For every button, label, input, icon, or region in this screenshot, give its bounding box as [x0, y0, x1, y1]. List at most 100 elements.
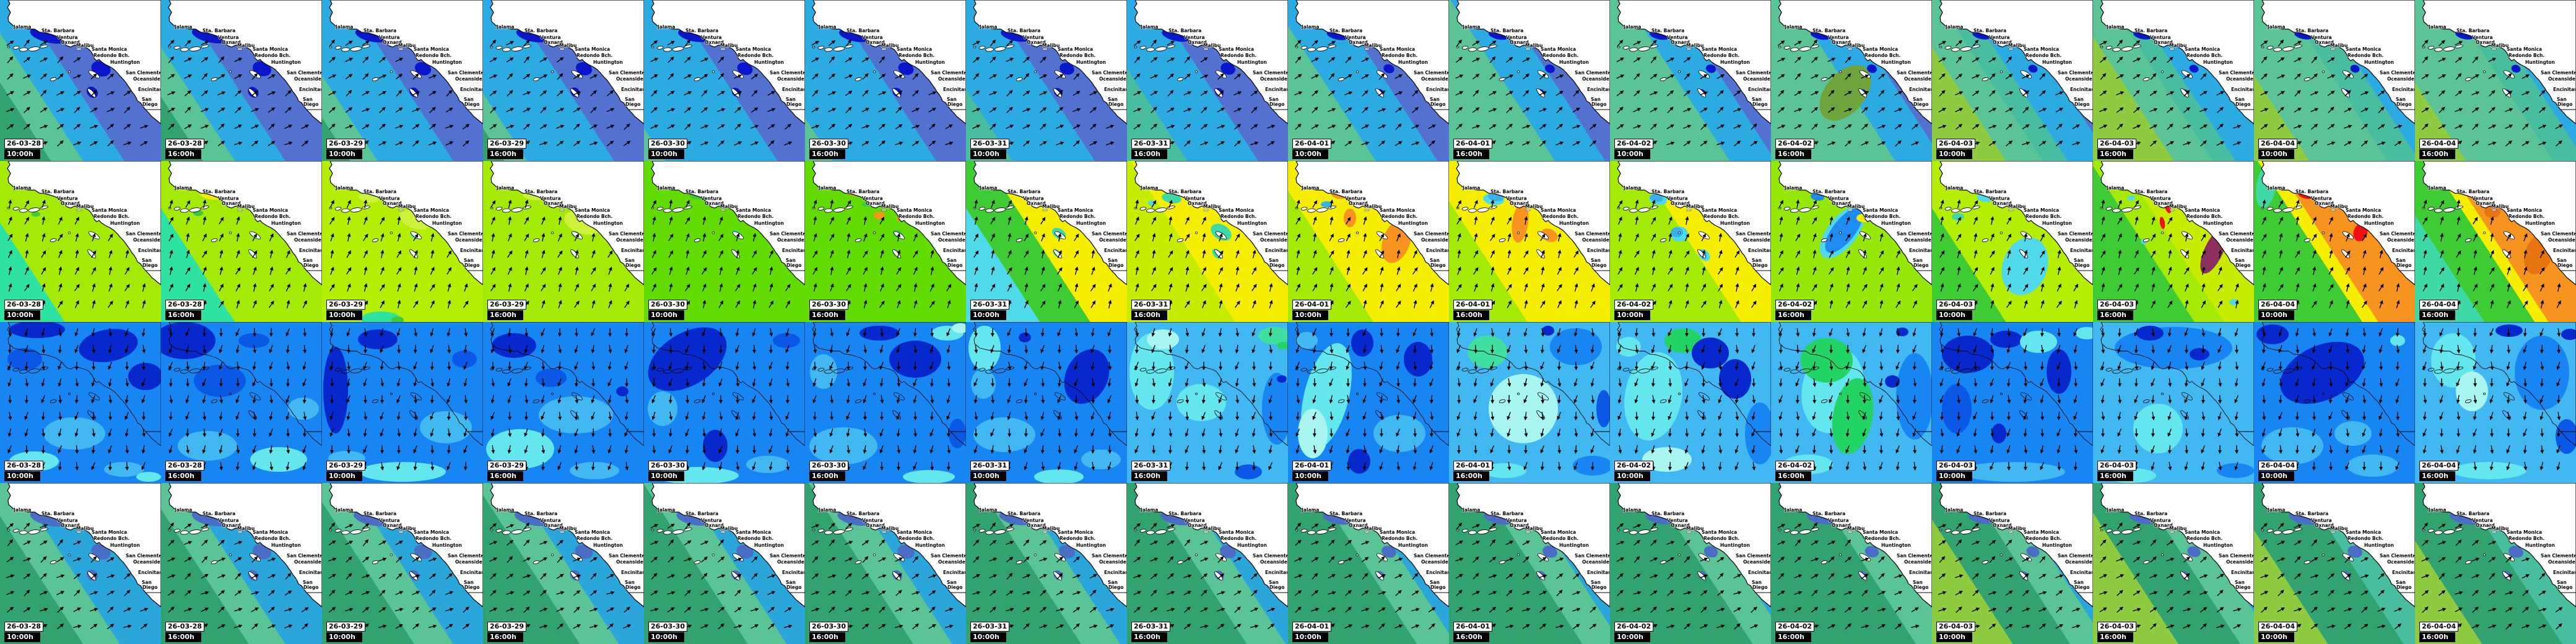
forecast-map-tile-row4-col7[interactable]: Jalama Sta. Barbara Ventura Oxnard Malibu San… — [966, 483, 1127, 644]
forecast-map-tile-row1-col2[interactable]: Jalama Sta. Barbara Ventura Oxnard Malibu San… — [161, 0, 322, 161]
island-outline — [12, 46, 20, 50]
color-patch — [492, 333, 536, 358]
forecast-map-tile-row2-col10[interactable]: Jalama Sta. Barbara Ventura Oxnard Malibu San… — [1449, 161, 1610, 322]
forecast-map-tile-row2-col12[interactable]: Jalama Sta. Barbara Ventura Oxnard Malibu San… — [1771, 161, 1932, 322]
direction-arrow-icon — [1006, 590, 1014, 596]
direction-arrow-icon — [2056, 411, 2061, 420]
direction-arrow-icon — [2201, 250, 2206, 258]
place-label: Oceanside — [938, 76, 965, 82]
forecast-map-tile-row2-col9[interactable]: Jalama Sta. Barbara Ventura Oxnard Malibu San… — [1288, 161, 1449, 322]
forecast-map-tile-row3-col3[interactable]: 26-03-29 10:00h — [322, 322, 483, 483]
direction-arrow-icon — [523, 56, 530, 64]
forecast-map-tile-row3-col11[interactable]: 26-04-02 10:00h — [1610, 322, 1771, 483]
direction-arrow-icon — [1972, 39, 1979, 46]
island-outline — [1859, 392, 1871, 401]
direction-arrow-icon — [124, 412, 129, 420]
island-outline — [40, 45, 48, 48]
forecast-map-tile-row3-col12[interactable]: 26-04-02 16:00h — [1771, 322, 1932, 483]
direction-arrow-icon — [184, 58, 193, 63]
forecast-map-tile-row1-col5[interactable]: Jalama Sta. Barbara Ventura Oxnard Malibu San… — [644, 0, 805, 161]
direction-arrow-icon — [1939, 90, 1946, 97]
direction-arrow-icon — [1412, 328, 1417, 337]
forecast-map-tile-row1-col16[interactable]: Jalama Sta. Barbara Ventura Oxnard Malibu San… — [2415, 0, 2576, 161]
forecast-map-tile-row2-col15[interactable]: Jalama Sta. Barbara Ventura Oxnard Malibu San… — [2254, 161, 2415, 322]
forecast-map-tile-row2-col4[interactable]: Jalama Sta. Barbara Ventura Oxnard Malibu San… — [483, 161, 644, 322]
forecast-map-tile-row2-col6[interactable]: Jalama Sta. Barbara Ventura Oxnard Malibu San… — [805, 161, 966, 322]
place-label: Santa Monica — [736, 207, 771, 213]
island-outline — [40, 528, 48, 531]
forecast-map-tile-row3-col15[interactable]: 26-04-04 10:00h — [2254, 322, 2415, 483]
direction-arrow-icon — [363, 411, 368, 420]
direction-arrow-icon — [73, 57, 81, 63]
forecast-map-tile-row3-col2[interactable]: 26-03-28 16:00h — [161, 322, 322, 483]
forecast-map-tile-row1-col12[interactable]: Jalama Sta. Barbara Ventura Oxnard Malibu San… — [1771, 0, 1932, 161]
forecast-map-tile-row4-col2[interactable]: Jalama Sta. Barbara Ventura Oxnard Malibu San… — [161, 483, 322, 644]
direction-arrow-icon — [989, 539, 997, 546]
forecast-map-tile-row1-col11[interactable]: Jalama Sta. Barbara Ventura Oxnard Malibu San… — [1610, 0, 1771, 161]
forecast-map-tile-row3-col10[interactable]: 26-04-01 16:00h — [1449, 322, 1610, 483]
forecast-map-tile-row1-col7[interactable]: Jalama Sta. Barbara Ventura Oxnard Malibu San… — [966, 0, 1127, 161]
forecast-map-tile-row3-col7[interactable]: 26-03-31 10:00h — [966, 322, 1127, 483]
forecast-map-tile-row2-col16[interactable]: Jalama Sta. Barbara Ventura Oxnard Malibu San… — [2415, 161, 2576, 322]
direction-arrow-icon — [1894, 91, 1903, 96]
forecast-map-tile-row4-col8[interactable]: Jalama Sta. Barbara Ventura Oxnard Malibu San… — [1127, 483, 1288, 644]
direction-arrow-icon — [863, 216, 868, 225]
forecast-map-tile-row2-col8[interactable]: Jalama Sta. Barbara Ventura Oxnard Malibu San… — [1127, 161, 1288, 322]
forecast-map-tile-row1-col14[interactable]: Jalama Sta. Barbara Ventura Oxnard Malibu San… — [2093, 0, 2254, 161]
forecast-map-tile-row3-col5[interactable]: 26-03-30 10:00h — [644, 322, 805, 483]
direction-arrow-icon — [1185, 216, 1190, 225]
forecast-map-tile-row3-col8[interactable]: 26-03-31 16:00h — [1127, 322, 1288, 483]
place-label: Ventura — [862, 518, 883, 523]
direction-arrow-icon — [1973, 361, 1978, 370]
forecast-map-tile-row3-col13[interactable]: 26-04-03 10:00h — [1932, 322, 2093, 483]
direction-arrow-icon — [1217, 73, 1224, 80]
direction-arrow-icon — [913, 300, 918, 308]
forecast-map-tile-row2-col7[interactable]: Jalama Sta. Barbara Ventura Oxnard Malibu San… — [966, 161, 1127, 322]
place-label: San Clemente — [287, 231, 322, 237]
forecast-map-tile-row1-col15[interactable]: Jalama Sta. Barbara Ventura Oxnard Malibu San… — [2254, 0, 2415, 161]
forecast-map-tile-row4-col1[interactable]: Jalama Sta. Barbara Ventura Oxnard Malibu San… — [0, 483, 161, 644]
forecast-map-tile-row1-col3[interactable]: Jalama Sta. Barbara Ventura Oxnard Malibu San… — [322, 0, 483, 161]
direction-arrow-icon — [523, 40, 530, 46]
forecast-map-tile-row1-col13[interactable]: Jalama Sta. Barbara Ventura Oxnard Malibu San… — [1932, 0, 2093, 161]
forecast-map-tile-row3-col6[interactable]: 26-03-30 16:00h — [805, 322, 966, 483]
forecast-map-tile-row1-col10[interactable]: Jalama Sta. Barbara Ventura Oxnard Malibu San… — [1449, 0, 1610, 161]
forecast-map-tile-row1-col4[interactable]: Jalama Sta. Barbara Ventura Oxnard Malibu San… — [483, 0, 644, 161]
forecast-map-tile-row3-col9[interactable]: 26-04-01 10:00h — [1288, 322, 1449, 483]
forecast-map-tile-row1-col1[interactable]: Jalama Sta. Barbara Ventura Oxnard Malibu San… — [0, 0, 161, 161]
forecast-map-tile-row2-col14[interactable]: Jalama Sta. Barbara Ventura Oxnard Malibu San… — [2093, 161, 2254, 322]
place-label: Ventura — [1345, 35, 1366, 40]
forecast-map-tile-row4-col5[interactable]: Jalama Sta. Barbara Ventura Oxnard Malibu San… — [644, 483, 805, 644]
forecast-map-tile-row2-col11[interactable]: Jalama Sta. Barbara Ventura Oxnard Malibu San… — [1610, 161, 1771, 322]
timestamp: 26-04-02 16:00h — [1775, 300, 1815, 320]
direction-arrow-icon — [2328, 107, 2334, 113]
direction-arrow-icon — [1056, 624, 1064, 629]
forecast-map-tile-row3-col14[interactable]: 26-04-03 16:00h — [2093, 322, 2254, 483]
direction-arrow-icon — [556, 591, 565, 595]
forecast-map-tile-row1-col6[interactable]: Jalama Sta. Barbara Ventura Oxnard Malibu San… — [805, 0, 966, 161]
forecast-map-tile-row4-col3[interactable]: Jalama Sta. Barbara Ventura Oxnard Malibu San… — [322, 483, 483, 644]
island-outline — [2321, 393, 2325, 395]
forecast-map-tile-row2-col2[interactable]: Jalama Sta. Barbara Ventura Oxnard Malibu San… — [161, 161, 322, 322]
direction-arrow-icon — [268, 141, 276, 146]
direction-arrow-icon — [328, 74, 337, 79]
forecast-map-tile-row1-col9[interactable]: Jalama Sta. Barbara Ventura Oxnard Malibu San… — [1288, 0, 1449, 161]
direction-arrow-icon — [2455, 56, 2463, 63]
forecast-map-tile-row4-col4[interactable]: Jalama Sta. Barbara Ventura Oxnard Malibu San… — [483, 483, 644, 644]
forecast-map-tile-row2-col5[interactable]: Jalama Sta. Barbara Ventura Oxnard Malibu San… — [644, 161, 805, 322]
forecast-map-tile-row1-col8[interactable]: Jalama Sta. Barbara Ventura Oxnard Malibu San… — [1127, 0, 1288, 161]
direction-arrow-icon — [1795, 445, 1799, 454]
forecast-map-tile-row3-col1[interactable]: 26-03-28 10:00h — [0, 322, 161, 483]
forecast-map-tile-row3-col16[interactable]: 26-04-04 16:00h — [2415, 322, 2576, 483]
island-outline — [1951, 208, 1960, 213]
direction-arrow-icon — [574, 283, 579, 292]
forecast-map-tile-row4-col6[interactable]: Jalama Sta. Barbara Ventura Oxnard Malibu San… — [805, 483, 966, 644]
forecast-map-tile-row3-col4[interactable]: 26-03-29 16:00h — [483, 322, 644, 483]
forecast-map-tile-row2-col13[interactable]: Jalama Sta. Barbara Ventura Oxnard Malibu San… — [1932, 161, 2093, 322]
forecast-map-tile-row2-col3[interactable]: Jalama Sta. Barbara Ventura Oxnard Malibu San… — [322, 161, 483, 322]
direction-arrow-icon — [1779, 361, 1783, 370]
direction-arrow-icon — [2057, 394, 2061, 404]
forecast-map-tile-row2-col1[interactable]: Jalama Sta. Barbara Ventura Oxnard Malibu San… — [0, 161, 161, 322]
